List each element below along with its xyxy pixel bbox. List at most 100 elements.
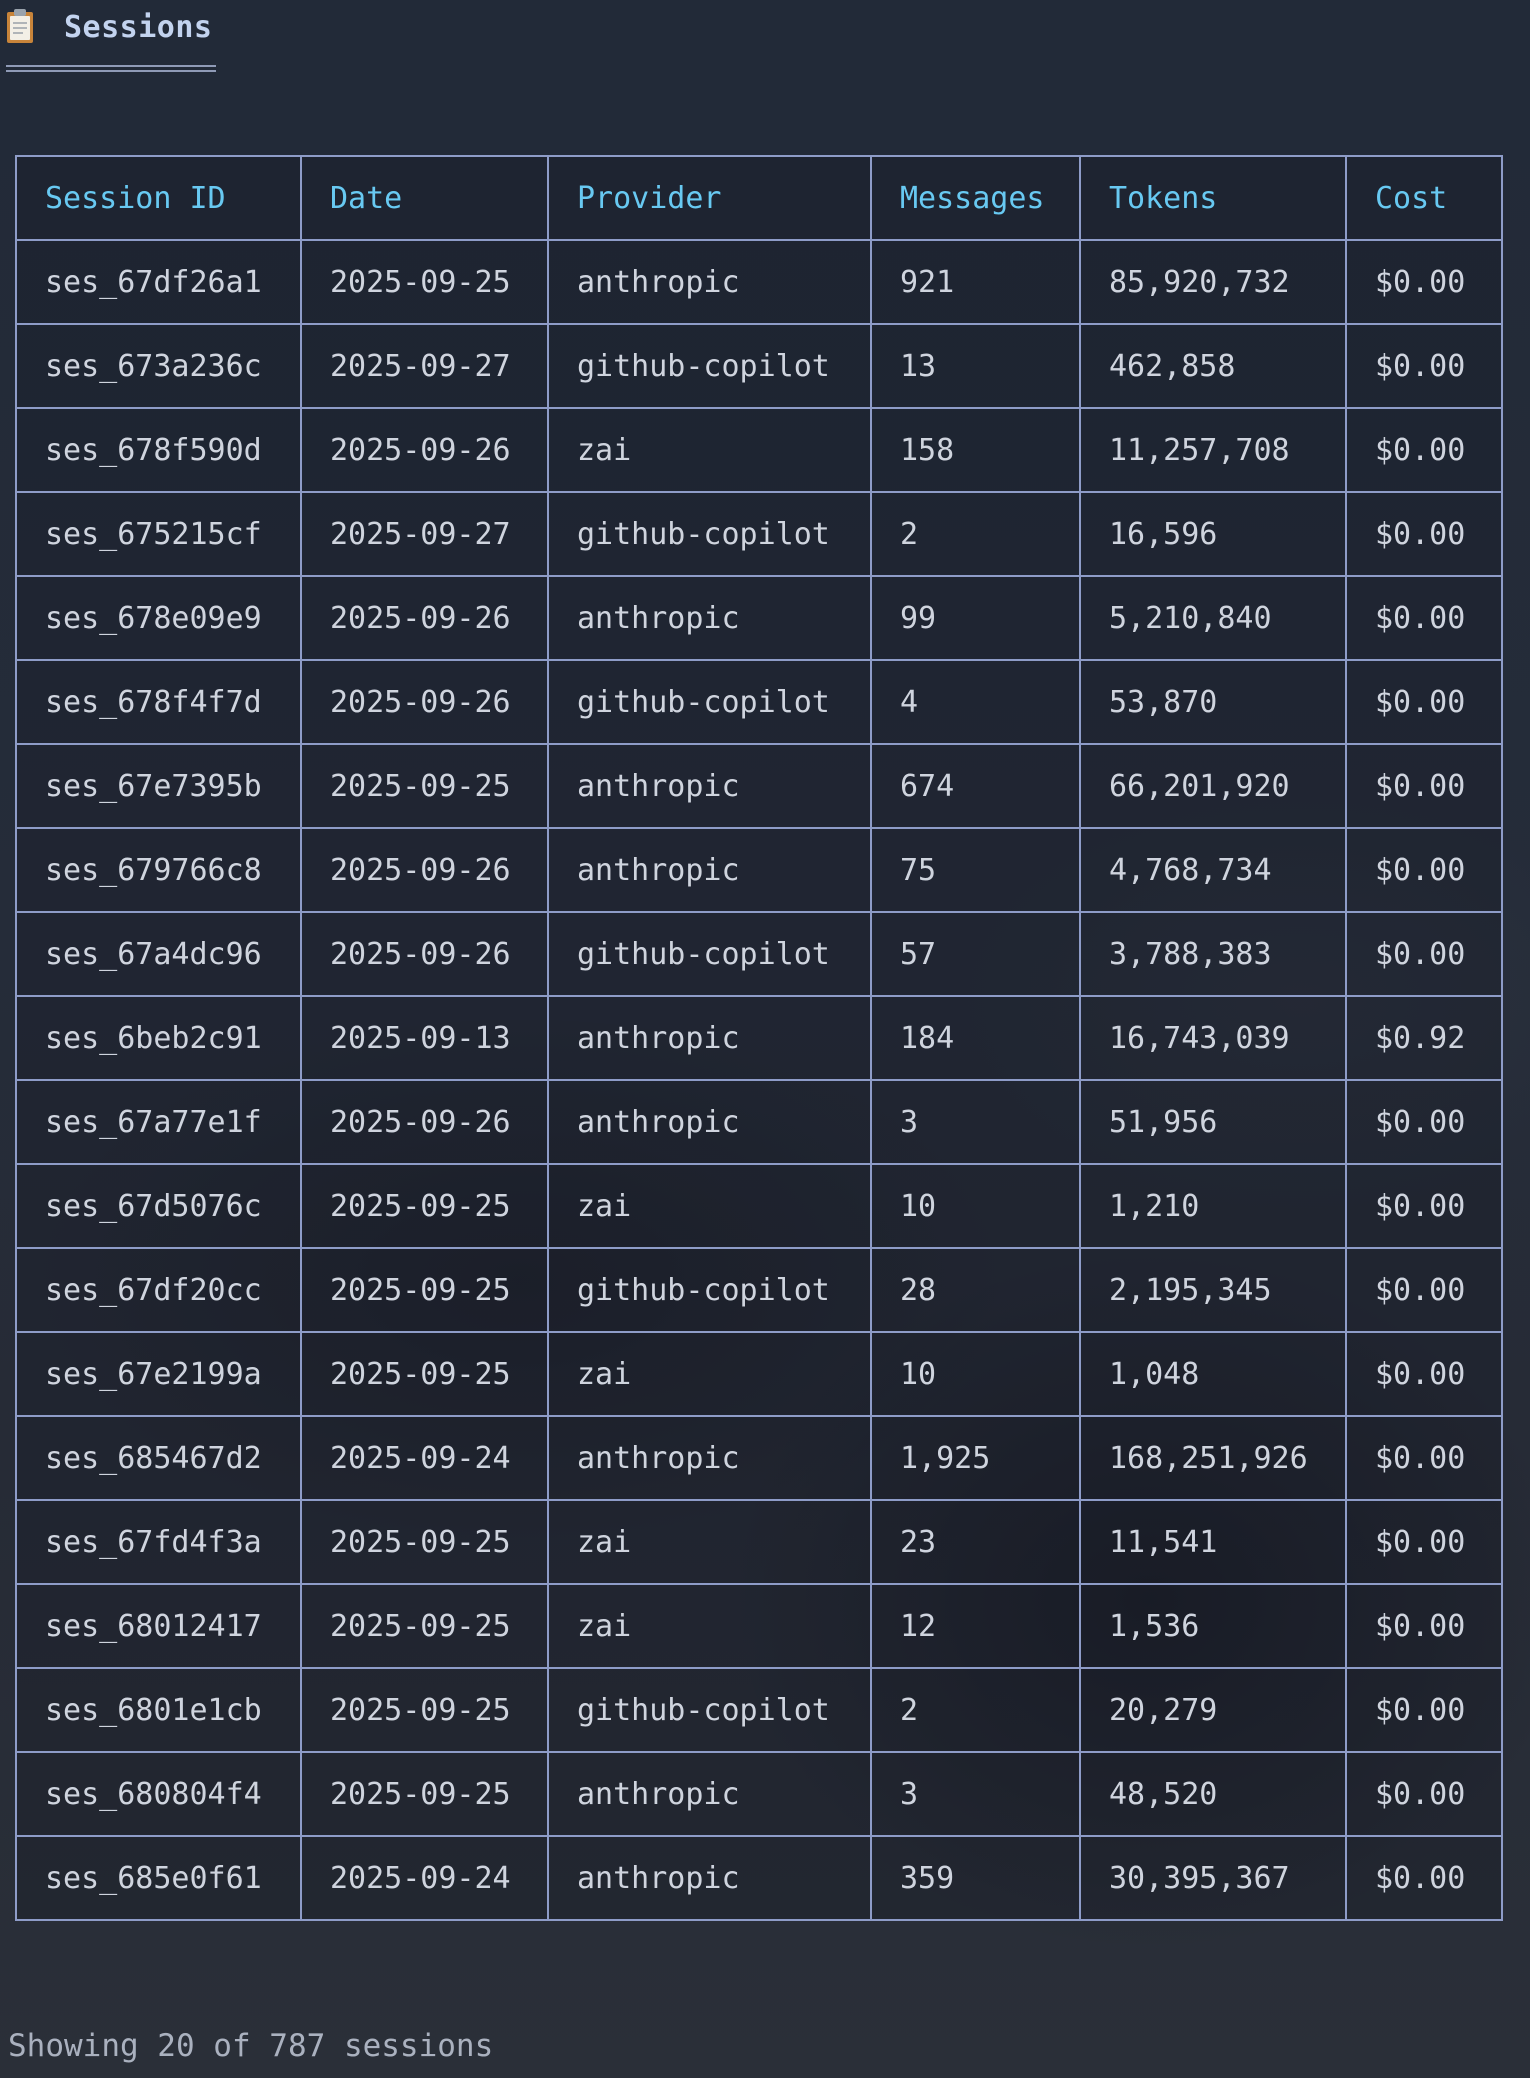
- cell-tokens: 48,520: [1079, 1751, 1347, 1837]
- cell-session-id: ses_678f4f7d: [15, 659, 302, 745]
- cell-session-id: ses_67fd4f3a: [15, 1499, 302, 1585]
- cell-date: 2025-09-25: [300, 1499, 549, 1585]
- cell-tokens: 4,768,734: [1079, 827, 1347, 913]
- title-underline: [6, 65, 216, 72]
- table-row: ses_68012417 2025-09-25 zai 12 1,536 $0.00: [15, 1583, 1503, 1669]
- column-header-tokens: Tokens: [1079, 155, 1347, 241]
- cell-messages: 359: [870, 1835, 1081, 1921]
- cell-cost: $0.00: [1345, 1415, 1503, 1501]
- cell-messages: 921: [870, 239, 1081, 325]
- cell-provider: github-copilot: [547, 323, 872, 409]
- cell-session-id: ses_675215cf: [15, 491, 302, 577]
- cell-date: 2025-09-26: [300, 1079, 549, 1165]
- column-header-provider: Provider: [547, 155, 872, 241]
- cell-tokens: 53,870: [1079, 659, 1347, 745]
- cell-date: 2025-09-25: [300, 1583, 549, 1669]
- cell-provider: anthropic: [547, 1079, 872, 1165]
- table-row: ses_685e0f61 2025-09-24 anthropic 359 30,395…: [15, 1835, 1503, 1921]
- cell-cost: $0.92: [1345, 995, 1503, 1081]
- cell-provider: anthropic: [547, 827, 872, 913]
- table-row: ses_67d5076c 2025-09-25 zai 10 1,210 $0.00: [15, 1163, 1503, 1249]
- table-row: ses_678f4f7d 2025-09-26 github-copilot 4 53,…: [15, 659, 1503, 745]
- table-row: ses_67a4dc96 2025-09-26 github-copilot 57 3,…: [15, 911, 1503, 997]
- cell-tokens: 3,788,383: [1079, 911, 1347, 997]
- cell-session-id: ses_678f590d: [15, 407, 302, 493]
- cell-session-id: ses_67e7395b: [15, 743, 302, 829]
- cell-messages: 23: [870, 1499, 1081, 1585]
- cell-provider: github-copilot: [547, 659, 872, 745]
- column-header-session-id: Session ID: [15, 155, 302, 241]
- cell-tokens: 11,257,708: [1079, 407, 1347, 493]
- cell-cost: $0.00: [1345, 239, 1503, 325]
- table-row: ses_679766c8 2025-09-26 anthropic 75 4,768,7…: [15, 827, 1503, 913]
- cell-date: 2025-09-26: [300, 575, 549, 661]
- table-header-row: Session ID Date Provider Messages Tokens Cost: [15, 155, 1503, 241]
- table-row: ses_6801e1cb 2025-09-25 github-copilot 2 20,…: [15, 1667, 1503, 1753]
- cell-messages: 28: [870, 1247, 1081, 1333]
- cell-session-id: ses_6beb2c91: [15, 995, 302, 1081]
- cell-session-id: ses_67e2199a: [15, 1331, 302, 1417]
- cell-session-id: ses_679766c8: [15, 827, 302, 913]
- cell-messages: 4: [870, 659, 1081, 745]
- cell-cost: $0.00: [1345, 1583, 1503, 1669]
- cell-messages: 3: [870, 1751, 1081, 1837]
- sessions-table-container: Session ID Date Provider Messages Tokens Cost…: [15, 155, 1503, 1921]
- cell-messages: 13: [870, 323, 1081, 409]
- cell-provider: zai: [547, 1163, 872, 1249]
- table-row: ses_678f590d 2025-09-26 zai 158 11,257,708 $0…: [15, 407, 1503, 493]
- cell-session-id: ses_67a4dc96: [15, 911, 302, 997]
- cell-tokens: 462,858: [1079, 323, 1347, 409]
- cell-tokens: 16,596: [1079, 491, 1347, 577]
- cell-tokens: 20,279: [1079, 1667, 1347, 1753]
- cell-cost: $0.00: [1345, 659, 1503, 745]
- cell-session-id: ses_67a77e1f: [15, 1079, 302, 1165]
- column-header-date: Date: [300, 155, 549, 241]
- table-row: ses_675215cf 2025-09-27 github-copilot 2 16,…: [15, 491, 1503, 577]
- cell-date: 2025-09-27: [300, 491, 549, 577]
- cell-date: 2025-09-25: [300, 1667, 549, 1753]
- cell-provider: github-copilot: [547, 911, 872, 997]
- cell-date: 2025-09-26: [300, 659, 549, 745]
- cell-session-id: ses_685e0f61: [15, 1835, 302, 1921]
- cell-date: 2025-09-25: [300, 1751, 549, 1837]
- cell-tokens: 66,201,920: [1079, 743, 1347, 829]
- cell-session-id: ses_67d5076c: [15, 1163, 302, 1249]
- cell-messages: 2: [870, 1667, 1081, 1753]
- cell-session-id: ses_68012417: [15, 1583, 302, 1669]
- cell-provider: anthropic: [547, 575, 872, 661]
- cell-date: 2025-09-26: [300, 911, 549, 997]
- cell-cost: $0.00: [1345, 911, 1503, 997]
- cell-messages: 674: [870, 743, 1081, 829]
- cell-provider: anthropic: [547, 1415, 872, 1501]
- cell-cost: $0.00: [1345, 1667, 1503, 1753]
- cell-date: 2025-09-24: [300, 1835, 549, 1921]
- cell-messages: 3: [870, 1079, 1081, 1165]
- cell-tokens: 5,210,840: [1079, 575, 1347, 661]
- cell-cost: $0.00: [1345, 1499, 1503, 1585]
- cell-tokens: 51,956: [1079, 1079, 1347, 1165]
- cell-tokens: 85,920,732: [1079, 239, 1347, 325]
- cell-cost: $0.00: [1345, 407, 1503, 493]
- cell-messages: 10: [870, 1331, 1081, 1417]
- cell-session-id: ses_685467d2: [15, 1415, 302, 1501]
- cell-date: 2025-09-25: [300, 743, 549, 829]
- cell-cost: $0.00: [1345, 1835, 1503, 1921]
- cell-messages: 12: [870, 1583, 1081, 1669]
- sessions-table: Session ID Date Provider Messages Tokens Cost…: [15, 155, 1503, 1921]
- cell-date: 2025-09-25: [300, 1331, 549, 1417]
- cell-provider: anthropic: [547, 1835, 872, 1921]
- cell-tokens: 11,541: [1079, 1499, 1347, 1585]
- cell-provider: anthropic: [547, 1751, 872, 1837]
- cell-cost: $0.00: [1345, 827, 1503, 913]
- cell-tokens: 1,048: [1079, 1331, 1347, 1417]
- table-row: ses_67e7395b 2025-09-25 anthropic 674 66,201…: [15, 743, 1503, 829]
- cell-messages: 2: [870, 491, 1081, 577]
- cell-provider: zai: [547, 1331, 872, 1417]
- cell-session-id: ses_67df26a1: [15, 239, 302, 325]
- table-row: ses_67a77e1f 2025-09-26 anthropic 3 51,956 $0…: [15, 1079, 1503, 1165]
- cell-provider: github-copilot: [547, 491, 872, 577]
- cell-provider: anthropic: [547, 995, 872, 1081]
- cell-provider: anthropic: [547, 239, 872, 325]
- cell-messages: 99: [870, 575, 1081, 661]
- cell-date: 2025-09-26: [300, 407, 549, 493]
